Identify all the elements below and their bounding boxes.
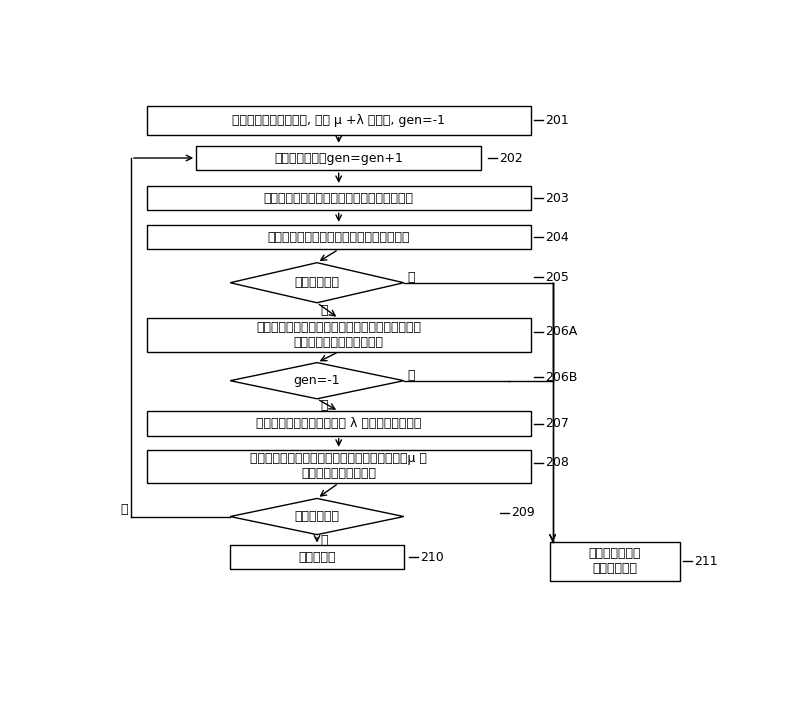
Bar xyxy=(230,545,404,569)
Text: 发现设计错误: 发现设计错误 xyxy=(294,276,339,289)
Text: 206B: 206B xyxy=(545,371,578,384)
Text: 204: 204 xyxy=(545,231,569,244)
Text: 208: 208 xyxy=(545,456,569,469)
Text: 是: 是 xyxy=(407,270,414,283)
Polygon shape xyxy=(230,498,404,534)
Bar xyxy=(146,318,531,352)
Text: 选择当前种群中的个体进行 λ 次交叉、变异操作: 选择当前种群中的个体进行 λ 次交叉、变异操作 xyxy=(256,417,422,430)
Text: 否: 否 xyxy=(320,304,328,317)
Text: 203: 203 xyxy=(545,192,569,205)
Text: 测试平台执行各测试程序，并生成覆盖报告: 测试平台执行各测试程序，并生成覆盖报告 xyxy=(267,231,410,244)
Text: 输出最优解: 输出最优解 xyxy=(298,551,336,564)
Text: 206A: 206A xyxy=(545,325,578,338)
Bar xyxy=(146,186,531,210)
Bar xyxy=(550,542,680,581)
Bar xyxy=(146,106,531,134)
Text: 结合指令库将当前种群的个体转化为测试程序: 结合指令库将当前种群的个体转化为测试程序 xyxy=(264,192,414,205)
Text: 随机生成原始生成种群, 包含 μ +λ 个个体, gen=-1: 随机生成原始生成种群, 包含 μ +λ 个个体, gen=-1 xyxy=(232,114,446,127)
Bar xyxy=(196,146,482,170)
Bar xyxy=(146,450,531,483)
Text: 209: 209 xyxy=(511,506,535,519)
Text: 使用基于功能覆盖表的最优保存算法，选择至少μ 个
个体，作为新一代种群: 使用基于功能覆盖表的最优保存算法，选择至少μ 个 个体，作为新一代种群 xyxy=(250,453,427,481)
Text: 是: 是 xyxy=(407,369,414,382)
Text: 输出触发设计错
误的测试程序: 输出触发设计错 误的测试程序 xyxy=(588,547,641,575)
Polygon shape xyxy=(230,262,404,303)
Polygon shape xyxy=(230,363,404,399)
Bar xyxy=(146,411,531,436)
Bar xyxy=(146,225,531,249)
Text: 205: 205 xyxy=(545,270,569,283)
Text: 满足停止规则: 满足停止规则 xyxy=(294,510,339,523)
Text: 207: 207 xyxy=(545,417,569,430)
Text: gen=-1: gen=-1 xyxy=(294,375,340,388)
Text: 211: 211 xyxy=(694,555,718,568)
Text: 否: 否 xyxy=(320,398,328,411)
Text: 确定当前种群，gen=gen+1: 确定当前种群，gen=gen+1 xyxy=(274,152,403,165)
Text: 210: 210 xyxy=(420,551,444,564)
Text: 201: 201 xyxy=(545,114,569,127)
Text: 获得覆盖报告，根据覆盖率为种群中个体赋适应度
值；并更新功能覆盖表信息: 获得覆盖报告，根据覆盖率为种群中个体赋适应度 值；并更新功能覆盖表信息 xyxy=(256,321,422,349)
Text: 是: 是 xyxy=(320,534,328,547)
Text: 否: 否 xyxy=(121,503,128,516)
Text: 202: 202 xyxy=(498,152,522,165)
